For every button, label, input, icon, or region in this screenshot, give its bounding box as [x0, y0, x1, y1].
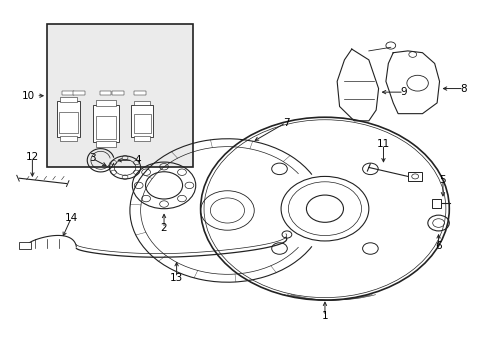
Bar — [60, 136, 77, 141]
Text: 2: 2 — [161, 224, 167, 233]
Text: 11: 11 — [376, 139, 389, 149]
Text: 3: 3 — [89, 153, 96, 163]
Bar — [73, 91, 84, 95]
Bar — [407, 172, 422, 181]
Bar — [131, 105, 153, 137]
Bar — [112, 91, 123, 95]
Text: 6: 6 — [434, 241, 441, 251]
Bar — [100, 91, 111, 95]
Text: 5: 5 — [439, 175, 446, 185]
Bar — [96, 116, 116, 139]
Text: 1: 1 — [321, 311, 327, 321]
Text: 8: 8 — [460, 84, 466, 94]
Bar — [19, 242, 31, 249]
Bar — [59, 112, 78, 134]
Bar — [93, 105, 119, 142]
Bar — [60, 97, 77, 102]
Bar — [96, 100, 116, 106]
Text: 10: 10 — [21, 91, 35, 101]
Text: 12: 12 — [26, 152, 39, 162]
Text: 4: 4 — [135, 155, 141, 165]
Bar — [431, 199, 440, 208]
Text: 14: 14 — [64, 213, 78, 222]
Bar — [134, 100, 150, 105]
Text: 9: 9 — [400, 87, 407, 97]
Text: 13: 13 — [170, 273, 183, 283]
Bar — [134, 136, 150, 141]
Bar — [62, 91, 74, 95]
Bar — [134, 91, 145, 95]
Bar — [47, 24, 193, 167]
Bar — [96, 141, 116, 147]
Text: 7: 7 — [282, 118, 289, 128]
Bar — [57, 101, 80, 137]
Bar — [134, 114, 151, 134]
